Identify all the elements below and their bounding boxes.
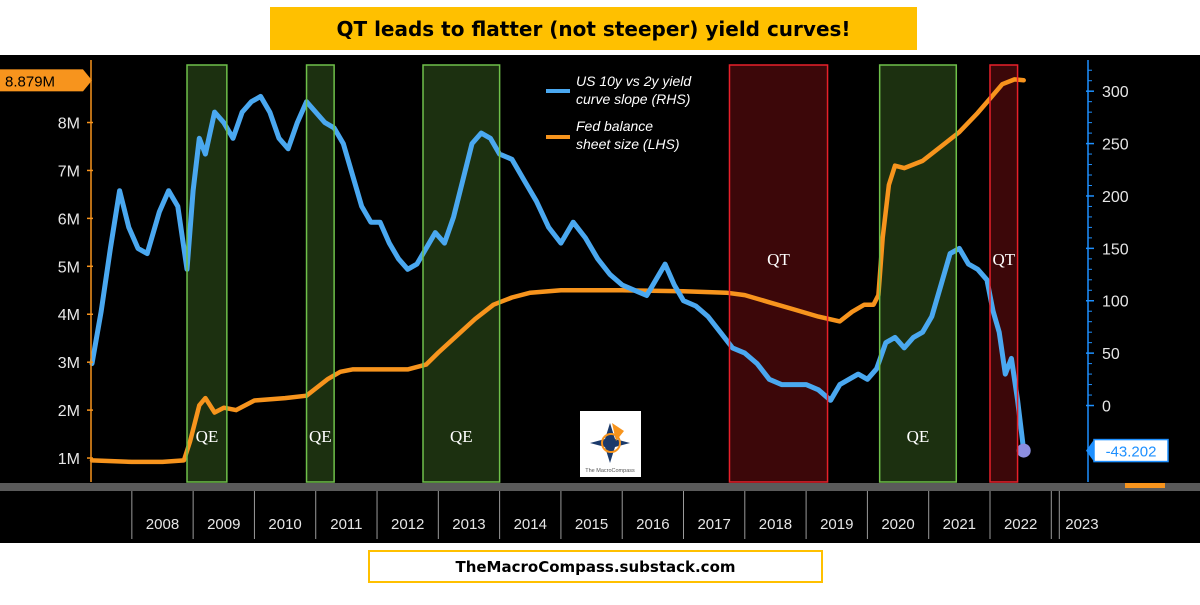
right-tick-label-1: 50 [1102,346,1120,363]
x-tick-label-9: 2017 [697,516,730,533]
logo-star [590,423,630,463]
x-tick-label-15: 2023 [1065,516,1098,533]
x-tick-label-6: 2014 [514,516,547,533]
footer-banner: TheMacroCompass.substack.com [368,550,823,583]
logo-ring [601,433,621,453]
left-tick-label-6: 7M [58,163,80,180]
band-label-2: QE [450,427,473,446]
right-tick-label-2: 100 [1102,294,1129,311]
x-tick-label-14: 2022 [1004,516,1037,533]
band-outline-1 [305,64,335,483]
band-outline-4 [878,64,958,483]
x-tick-label-12: 2020 [881,516,914,533]
band-outline-5 [989,64,1019,483]
right-tick-label-0: 0 [1102,399,1111,416]
left-last-value-box [0,69,83,92]
x-tick-label-1: 2009 [207,516,240,533]
bottom-axis-bar [0,483,1200,491]
band-1 [306,65,335,482]
x-tick-label-5: 2013 [452,516,485,533]
right-tick-label-3: 150 [1102,241,1129,258]
series-balance-sheet [89,77,1026,465]
left-tick-label-7: 8M [58,116,80,133]
band-label-1: QE [309,427,332,446]
x-tick-label-13: 2021 [943,516,976,533]
band-label-4: QE [907,427,930,446]
right-tick-label-4: 200 [1102,189,1129,206]
x-tick-label-7: 2015 [575,516,608,533]
title-banner: QT leads to flatter (not steeper) yield … [270,7,917,50]
chart-title: QT leads to flatter (not steeper) yield … [336,16,851,41]
series-yield-curve [89,93,1027,454]
x-tick-label-4: 2012 [391,516,424,533]
band-label-3: QT [767,250,790,269]
left-last-value-arrow [83,69,92,92]
band-label-5: QT [992,250,1015,269]
left-tick-label-2: 3M [58,355,80,372]
band-outline-0 [186,64,228,483]
right-tick-label-5: 250 [1102,137,1129,154]
x-tick-label-10: 2018 [759,516,792,533]
legend-label-yield: US 10y vs 2y yield curve slope (RHS) [576,73,692,107]
band-outline-2 [422,64,501,483]
footer-text: TheMacroCompass.substack.com [455,557,736,576]
band-label-0: QE [196,427,219,446]
band-3 [729,65,828,482]
logo-caption: The MacroCompass [585,468,635,474]
yield-curve-end-point [1016,443,1031,458]
band-0 [187,65,227,482]
right-tick-label-6: 300 [1102,84,1129,101]
logo-accent [612,423,624,441]
legend-label-balance: Fed balance sheet size (LHS) [576,118,679,152]
bottom-axis-marker [1125,483,1165,488]
left-tick-label-1: 2M [58,403,80,420]
band-2 [423,65,500,482]
chart-area: QE QE QE QT QE QT 1M 2M 3M 4M 5M 6M 7M 8M 8.879M 0 50 100… [0,55,1200,543]
x-tick-label-3: 2011 [330,516,362,533]
band-5 [989,65,1018,482]
left-last-value: 8.879M [5,73,55,90]
compass-logo: The MacroCompass [580,411,641,477]
x-tick-label-8: 2016 [636,516,669,533]
left-tick-label-5: 6M [58,211,80,228]
left-tick-label-4: 5M [58,259,80,276]
x-tick-label-2: 2010 [268,516,301,533]
left-tick-label-3: 4M [58,307,80,324]
x-tick-label-11: 2019 [820,516,853,533]
right-last-value: -43.202 [1106,444,1157,461]
right-last-value-arrow [1086,439,1094,462]
band-outline-3 [728,64,829,483]
left-tick-label-0: 1M [58,451,80,468]
x-tick-label-0: 2008 [146,516,179,533]
chart-svg: QE QE QE QT QE QT 1M 2M 3M 4M 5M 6M 7M 8M 8.879M 0 50 100… [0,60,1200,539]
